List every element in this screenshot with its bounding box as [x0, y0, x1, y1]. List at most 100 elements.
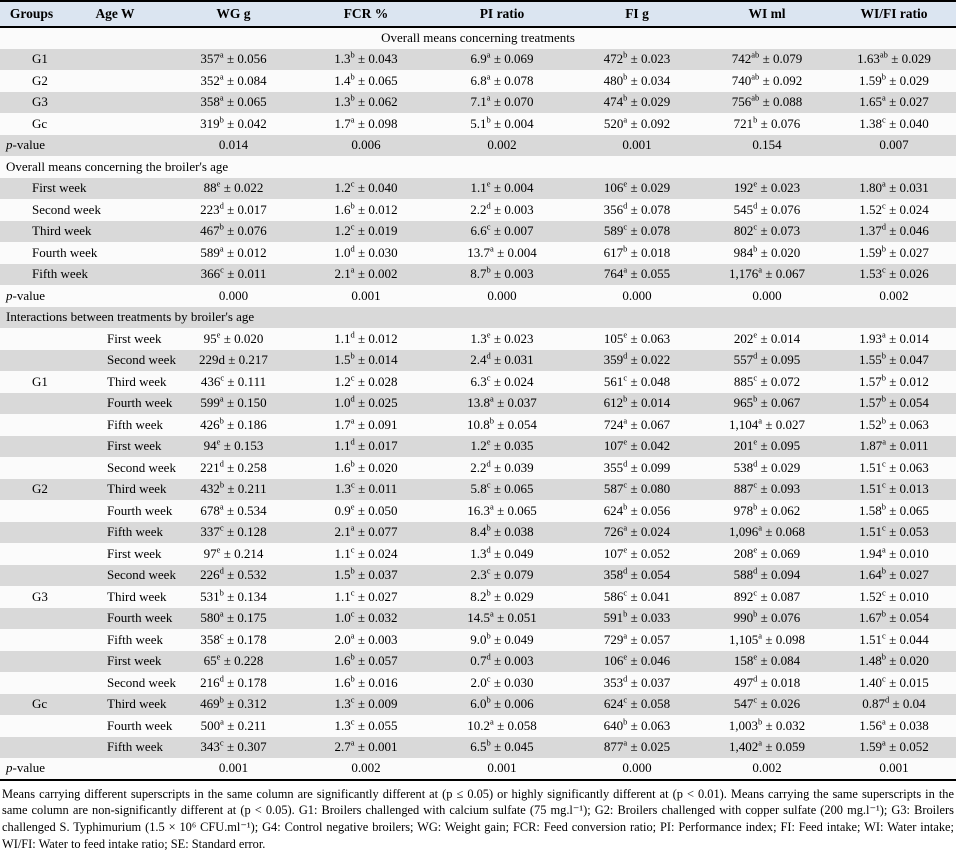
value-cell: 6.6c ± 0.007: [470, 221, 534, 239]
group-label: G3: [32, 588, 48, 604]
value-cell: 356d ± 0.078: [603, 200, 671, 217]
value-cell: 724a ± 0.067: [603, 415, 671, 432]
value-cell: 107e ± 0.042: [603, 436, 671, 454]
value-cell: 202e ± 0.014: [733, 329, 801, 346]
age-label: Second week: [107, 352, 176, 368]
value-cell: 892c ± 0.087: [733, 587, 801, 604]
group-label: [0, 672, 63, 694]
data-row: G3 358a ± 0.065 1.3b ± 0.062 7.1a ± 0.070 47…: [0, 91, 956, 113]
value-cell: 192e ± 0.023: [733, 178, 801, 196]
section-title: Overall means concerning the broiler's a…: [6, 158, 229, 174]
value-cell: 474b ± 0.029: [603, 92, 671, 110]
value-cell: 0.001: [351, 287, 381, 303]
value-cell: 201e ± 0.095: [733, 436, 801, 454]
value-cell: 216d ± 0.178: [200, 673, 267, 690]
age-label: Third week: [107, 481, 167, 497]
value-cell: 1.87a ± 0.011: [859, 436, 929, 454]
group-label: [0, 737, 63, 759]
age-label: Second week: [107, 567, 176, 583]
value-cell: 0.000: [622, 760, 652, 776]
group-label: [0, 522, 63, 544]
value-cell: 319b ± 0.042: [200, 114, 267, 131]
section-title-row: Interactions between treatments by broil…: [0, 306, 956, 328]
data-row: Fourth week 589a ± 0.012 1.0d ± 0.030 13.7a…: [0, 242, 956, 264]
value-cell: 1.5b ± 0.037: [334, 565, 398, 583]
value-cell: 467b ± 0.076: [200, 221, 267, 239]
value-cell: 1.51c ± 0.013: [859, 479, 929, 497]
value-cell: 1.3b ± 0.062: [334, 92, 398, 110]
value-cell: 226d ± 0.532: [200, 565, 267, 583]
data-row: Fifth week 358c ± 0.178 2.0a ± 0.003 9.0b ±…: [0, 629, 956, 651]
value-cell: 13.8a ± 0.037: [467, 393, 537, 411]
pvalue-row: p-value 0.014 0.006 0.002 0.001 0.154 0.007: [0, 134, 956, 156]
value-cell: 5.8c ± 0.065: [470, 479, 534, 497]
value-cell: 1.65a ± 0.027: [859, 92, 929, 110]
data-row: Fifth week 366c ± 0.011 2.1a ± 0.002 8.7b ±…: [0, 263, 956, 285]
value-cell: 223d ± 0.017: [200, 200, 267, 217]
value-cell: 221d ± 0.258: [200, 458, 267, 475]
value-cell: 2.0c ± 0.030: [470, 673, 534, 690]
value-cell: 1,104a ± 0.027: [729, 415, 805, 432]
value-cell: 0.002: [351, 760, 381, 776]
value-cell: 885c ± 0.072: [733, 372, 801, 389]
age-label: Fourth week: [107, 610, 173, 626]
value-cell: 358a ± 0.065: [200, 92, 267, 110]
value-cell: 5.1b ± 0.004: [470, 114, 534, 131]
age-label: Fourth week: [107, 395, 173, 411]
age-label: Second week: [32, 201, 101, 217]
value-cell: 1.3d ± 0.049: [470, 544, 534, 561]
value-cell: 9.0b ± 0.049: [470, 630, 534, 647]
group-label: [0, 328, 63, 350]
value-cell: 1.7a ± 0.098: [334, 114, 398, 131]
age-label: Fourth week: [107, 717, 173, 733]
value-cell: 1.52c ± 0.010: [859, 587, 929, 604]
pvalue-row: p-value 0.000 0.001 0.000 0.000 0.000 0.002: [0, 285, 956, 307]
value-cell: 599a ± 0.150: [200, 393, 267, 411]
data-row: Gc 319b ± 0.042 1.7a ± 0.098 5.1b ± 0.004 52…: [0, 113, 956, 135]
group-label: G1: [32, 51, 48, 67]
value-cell: 1.59b ± 0.027: [859, 243, 929, 260]
value-cell: 557d ± 0.095: [733, 350, 801, 368]
value-cell: 742ab ± 0.079: [731, 49, 803, 67]
value-cell: 591b ± 0.033: [603, 608, 671, 626]
pvalue-label: p-value: [6, 137, 45, 153]
value-cell: 1.1d ± 0.012: [334, 329, 398, 346]
data-row: First week 95e ± 0.020 1.1d ± 0.012 1.3e ± …: [0, 328, 956, 350]
value-cell: 1.1e ± 0.004: [470, 178, 534, 196]
value-cell: 729a ± 0.057: [603, 630, 671, 647]
value-cell: 1.64b ± 0.027: [859, 565, 929, 583]
data-row: G2 352a ± 0.084 1.4b ± 0.065 6.8a ± 0.078 48…: [0, 70, 956, 92]
age-label: Fifth week: [107, 739, 163, 755]
value-cell: 1.3e ± 0.023: [470, 329, 534, 346]
value-cell: 0.001: [487, 760, 517, 776]
value-cell: 1.7a ± 0.091: [334, 415, 398, 432]
value-cell: 624c ± 0.058: [603, 694, 671, 712]
data-row: Fourth week 678a ± 0.534 0.9e ± 0.050 16.3a…: [0, 500, 956, 522]
value-cell: 480b ± 0.034: [603, 71, 671, 88]
value-cell: 2.1a ± 0.077: [334, 522, 398, 540]
group-label: [0, 608, 63, 630]
age-label: Fifth week: [107, 416, 163, 432]
value-cell: 965b ± 0.067: [733, 393, 801, 411]
value-cell: 355d ± 0.099: [603, 458, 671, 475]
value-cell: 97e ± 0.214: [203, 544, 264, 561]
results-table: Groups Age W WG g FCR % PI ratio FI g WI ml WI/…: [0, 0, 956, 781]
value-cell: 366c ± 0.011: [200, 264, 267, 282]
value-cell: 1.6b ± 0.012: [334, 200, 398, 217]
value-cell: 589a ± 0.012: [200, 243, 267, 260]
value-cell: 1,105a ± 0.098: [729, 630, 805, 647]
value-cell: 229d ± 0.217: [199, 352, 268, 368]
value-cell: 1.3c ± 0.009: [334, 694, 398, 712]
value-cell: 436c ± 0.111: [200, 372, 267, 389]
value-cell: 105e ± 0.063: [603, 329, 671, 346]
age-label: First week: [107, 438, 162, 454]
value-cell: 158e ± 0.084: [733, 651, 801, 669]
value-cell: 1.93a ± 0.014: [859, 329, 929, 346]
value-cell: 586c ± 0.041: [603, 587, 671, 604]
value-cell: 587c ± 0.080: [603, 479, 671, 497]
value-cell: 337c ± 0.128: [200, 522, 267, 540]
data-row: Second week 229d ± 0.217 1.5b ± 0.014 2.4d …: [0, 349, 956, 371]
value-cell: 1,402a ± 0.059: [729, 737, 805, 755]
value-cell: 1.6b ± 0.057: [334, 651, 398, 669]
age-label: Third week: [107, 373, 167, 389]
